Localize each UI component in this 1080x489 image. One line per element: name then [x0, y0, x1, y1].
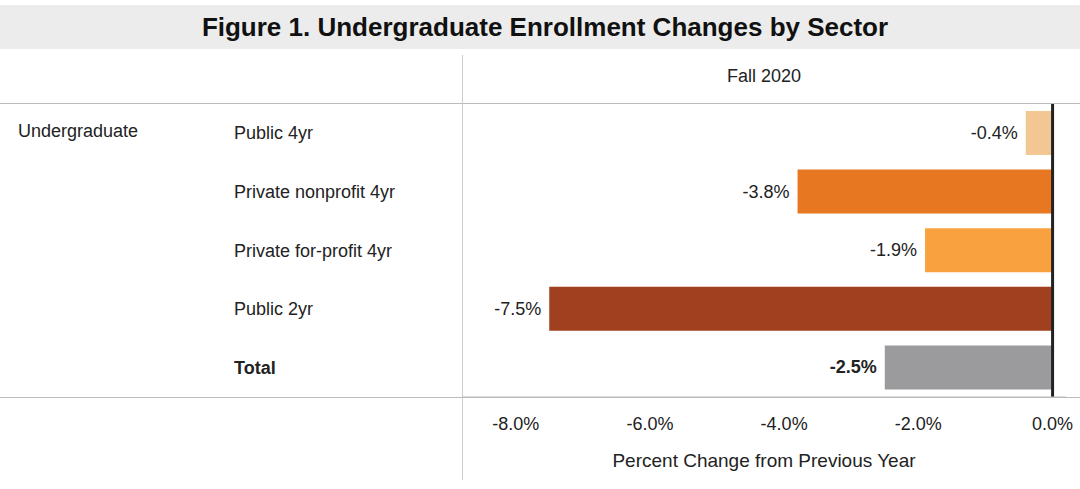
html-text:Percent Change from Previous Y: Percent Change from Previous Year	[612, 450, 916, 471]
svg-text:Private nonprofit 4yr: Private nonprofit 4yr	[234, 182, 395, 202]
svg-text:-7.5%: -7.5%	[494, 299, 541, 319]
svg-text:Public 2yr: Public 2yr	[234, 299, 313, 319]
svg-text:-2.0%: -2.0%	[895, 414, 942, 434]
svg-text:0.0%: 0.0%	[1032, 414, 1072, 434]
svg-text:Total: Total	[234, 358, 276, 378]
svg-text:-1.9%: -1.9%	[870, 240, 917, 260]
svg-text:-2.5%: -2.5%	[830, 357, 877, 377]
svg-text:-8.0%: -8.0%	[492, 414, 539, 434]
svg-text:-6.0%: -6.0%	[626, 414, 673, 434]
svg-text:-3.8%: -3.8%	[743, 182, 790, 202]
html-text:Undergraduate: Undergraduate	[18, 121, 139, 141]
svg-text:Public 4yr: Public 4yr	[234, 123, 313, 143]
svg-text:Private for-profit 4yr: Private for-profit 4yr	[234, 241, 392, 261]
html-text:Fall 2020: Fall 2020	[727, 66, 801, 86]
svg-text:-4.0%: -4.0%	[761, 414, 808, 434]
svg-text:-0.4%: -0.4%	[971, 123, 1018, 143]
html-text:Figure 1. Undergraduate Enroll: Figure 1. Undergraduate Enrollment Chang…	[201, 12, 889, 42]
